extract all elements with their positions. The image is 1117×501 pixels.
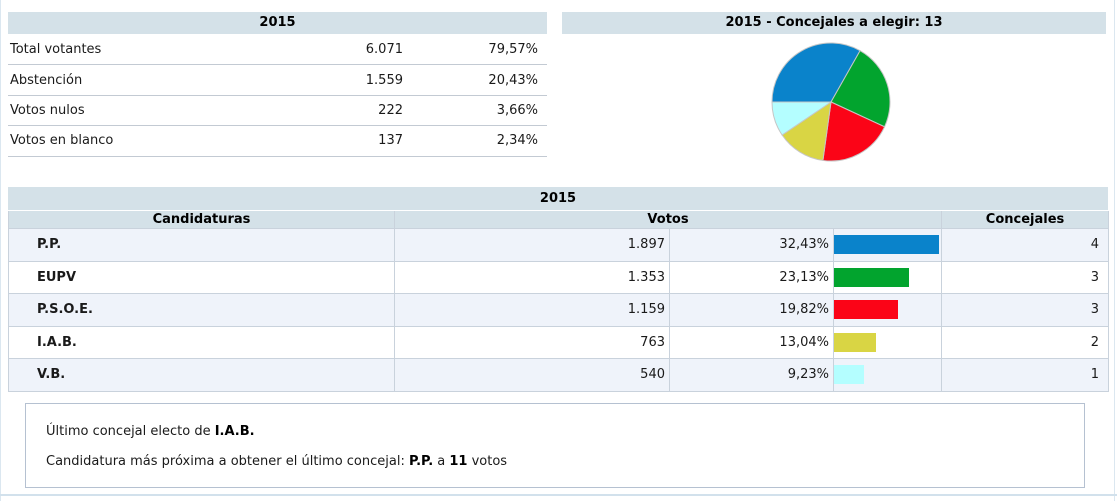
party-name: P.S.O.E. <box>8 293 395 327</box>
summary-row-percent: 3,66% <box>403 95 547 127</box>
page-border-left <box>0 0 1 501</box>
vote-share-bar <box>834 300 898 320</box>
vote-share-bar <box>834 332 876 352</box>
party-percent: 9,23% <box>669 358 834 392</box>
turnout-summary-table: 2015 Total votantes 6.071 79,57% Abstenc… <box>8 12 547 157</box>
summary-row-label: Votos nulos <box>8 95 260 127</box>
pie-slice-P.S.O.E. <box>822 101 886 162</box>
footer-info-box: Último concejal electo de I.A.B. Candida… <box>25 403 1085 488</box>
summary-row-value: 137 <box>260 125 403 157</box>
table-row: Votos nulos 222 3,66% <box>8 95 547 127</box>
party-name: I.A.B. <box>8 326 395 359</box>
party-votes: 540 <box>394 358 670 392</box>
closest-candidacy-line: Candidatura más próxima a obtener el últ… <box>46 454 1084 470</box>
party-votes: 1.353 <box>394 261 670 294</box>
table-row: P.P. 1.897 32,43% 4 <box>8 228 1109 262</box>
last-councillor-party: I.A.B. <box>214 424 255 439</box>
pie-chart <box>771 42 891 162</box>
page-border-right <box>1114 0 1115 501</box>
results-header-row: Candidaturas Votos Concejales <box>8 211 1109 229</box>
page-border-bottom <box>0 494 1117 496</box>
summary-row-value: 6.071 <box>260 35 403 66</box>
pie-section: 2015 - Concejales a elegir: 13 <box>562 12 1106 34</box>
closest-candidacy-suffix: votos <box>467 454 508 469</box>
column-header-votos: Votos <box>393 211 942 229</box>
pie-slice-P.P. <box>771 42 861 103</box>
party-seats: 3 <box>941 261 1109 294</box>
column-header-candidaturas: Candidaturas <box>8 211 395 229</box>
results-table: Candidaturas Votos Concejales P.P. 1.897… <box>8 211 1110 392</box>
summary-row-percent: 79,57% <box>403 35 547 66</box>
summary-row-value: 222 <box>260 95 403 127</box>
table-row: EUPV 1.353 23,13% 3 <box>8 261 1109 294</box>
party-percent: 23,13% <box>669 261 834 294</box>
table-row: P.S.O.E. 1.159 19,82% 3 <box>8 293 1109 327</box>
pie-slice-V.B. <box>771 101 833 136</box>
column-header-concejales: Concejales <box>941 211 1109 229</box>
party-seats: 3 <box>941 293 1109 327</box>
party-seats: 4 <box>941 228 1109 262</box>
party-seats: 2 <box>941 326 1109 359</box>
summary-row-value: 1.559 <box>260 64 403 96</box>
table-row: Abstención 1.559 20,43% <box>8 64 547 96</box>
summary-row-percent: 20,43% <box>403 64 547 96</box>
party-percent: 19,82% <box>669 293 834 327</box>
table-row: V.B. 540 9,23% 1 <box>8 358 1109 392</box>
pie-slice-EUPV <box>830 49 891 128</box>
last-councillor-line: Último concejal electo de I.A.B. <box>46 424 1084 440</box>
party-votes: 763 <box>394 326 670 359</box>
vote-share-bar <box>834 267 909 287</box>
party-votes: 1.897 <box>394 228 670 262</box>
party-percent: 13,04% <box>669 326 834 359</box>
closest-candidacy-party: P.P. <box>408 454 434 469</box>
table-row: Votos en blanco 137 2,34% <box>8 125 547 157</box>
table-row: Total votantes 6.071 79,57% <box>8 35 547 66</box>
party-name: EUPV <box>8 261 395 294</box>
summary-row-percent: 2,34% <box>403 125 547 157</box>
summary-row-label: Votos en blanco <box>8 125 260 157</box>
party-seats: 1 <box>941 358 1109 392</box>
vote-share-bar <box>834 365 864 385</box>
summary-row-label: Abstención <box>8 64 260 96</box>
summary-table-title: 2015 <box>8 12 547 34</box>
party-name: P.P. <box>8 228 395 262</box>
vote-share-bar <box>834 235 939 255</box>
results-table-title: 2015 <box>8 187 1108 210</box>
party-percent: 32,43% <box>669 228 834 262</box>
party-votes: 1.159 <box>394 293 670 327</box>
results-table-section: 2015 Candidaturas Votos Concejales P.P. … <box>8 187 1110 392</box>
pie-section-title: 2015 - Concejales a elegir: 13 <box>562 12 1106 34</box>
closest-candidacy-text: Candidatura más próxima a obtener el últ… <box>46 454 409 469</box>
party-name: V.B. <box>8 358 395 392</box>
table-row: I.A.B. 763 13,04% 2 <box>8 326 1109 359</box>
closest-candidacy-connector: a <box>433 454 450 469</box>
last-councillor-text: Último concejal electo de <box>46 424 215 439</box>
summary-row-label: Total votantes <box>8 35 260 66</box>
closest-candidacy-votes: 11 <box>449 454 468 469</box>
